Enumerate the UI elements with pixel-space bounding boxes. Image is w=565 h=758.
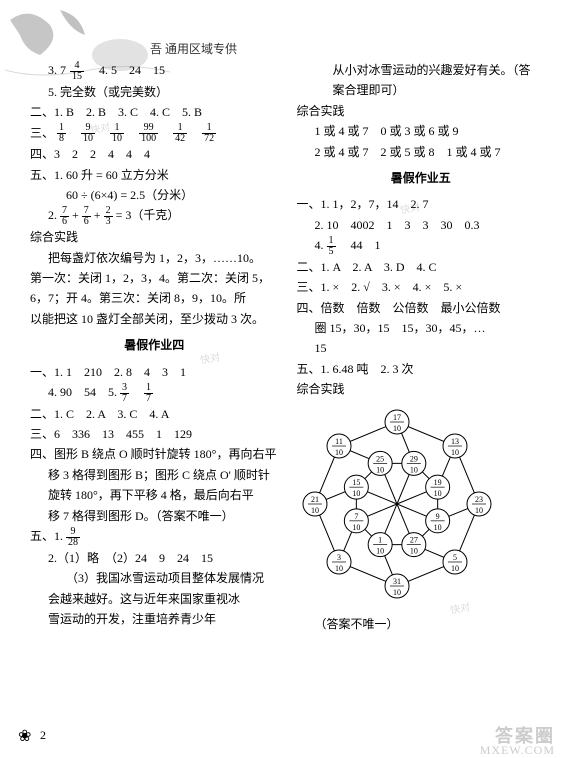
text-line: 从小对冰雪运动的兴趣爱好有关。（答: [297, 60, 546, 80]
text-line: 四、倍数 倍数 公倍数 最小公倍数: [297, 298, 546, 318]
section-title: 暑假作业四: [30, 335, 279, 355]
svg-text:25: 25: [376, 454, 384, 463]
svg-text:21: 21: [311, 495, 319, 504]
svg-text:27: 27: [409, 535, 417, 544]
text-line: 2.（1）略 （2）24 9 24 15: [30, 548, 279, 568]
footer-url: MXEW.COM: [480, 743, 555, 758]
text-line: 2 或 4 或 7 2 或 5 或 8 1 或 4 或 7: [297, 142, 546, 162]
text-line: 雪运动的开发，注重培养青少年: [30, 609, 279, 629]
text-line: 二、1. C 2. A 3. C 4. A: [30, 404, 279, 424]
diagram-note: （答案不唯一）: [297, 614, 546, 634]
text-line: 会越来越好。这与近年来国家重视冰: [30, 589, 279, 609]
text-line: 二、1. A 2. A 3. D 4. C: [297, 257, 546, 277]
text-line: 2. 10 4002 1 3 3 30 0.3: [297, 215, 546, 235]
svg-text:29: 29: [409, 454, 417, 463]
text-line: 第一次：关闭 1，2，3，4。第二次：关闭 5，: [30, 268, 279, 288]
svg-text:17: 17: [393, 413, 401, 422]
right-column: 从小对冰雪运动的兴趣爱好有关。（答 案合理即可） 综合实践 1 或 4 或 7 …: [297, 60, 546, 718]
text-line: 以能把这 10 盏灯全部关闭，至少拨动 3 次。: [30, 309, 279, 329]
text-line: 案合理即可）: [297, 80, 546, 100]
svg-text:11: 11: [335, 437, 343, 446]
text-line: 移 3 格得到图形 B；图形 C 绕点 O' 顺时针: [30, 465, 279, 485]
text-line: 三、6 336 13 455 1 129: [30, 424, 279, 444]
text-line: 四、图形 B 绕点 O 顺时针旋转 180°，再向右平: [30, 444, 279, 464]
content-columns: 3. 7 415 4. 5 24 15 5. 完全数（或完美数） 二、1. B …: [30, 60, 545, 718]
paw-icon: ❀: [18, 726, 31, 746]
section-label: 综合实践: [297, 379, 546, 399]
svg-text:10: 10: [335, 448, 343, 457]
text-line: 一、1. 1，2，7，14 2. 7: [297, 194, 546, 214]
text-line: 二、1. B 2. B 3. C 4. C 5. B: [30, 102, 279, 122]
text-line: 4. 15 44 1: [297, 235, 546, 257]
svg-text:19: 19: [433, 478, 441, 487]
text-line: 移 7 格得到图形 D。（答案不唯一）: [30, 506, 279, 526]
svg-text:10: 10: [376, 546, 384, 555]
left-column: 3. 7 415 4. 5 24 15 5. 完全数（或完美数） 二、1. B …: [30, 60, 279, 718]
svg-text:5: 5: [452, 553, 456, 562]
svg-text:7: 7: [354, 511, 358, 520]
svg-text:15: 15: [352, 478, 360, 487]
text-line: 60 ÷ (6×4) = 2.5（分米）: [30, 185, 279, 205]
svg-text:31: 31: [393, 577, 401, 586]
text-line: 五、1. 60 升 = 60 立方分米: [30, 165, 279, 185]
text-line: 把每盏灯依次编号为 1，2，3，……10。: [30, 248, 279, 268]
text-line: 1 或 4 或 7 0 或 3 或 6 或 9: [297, 121, 546, 141]
svg-text:10: 10: [409, 465, 417, 474]
svg-text:10: 10: [433, 522, 441, 531]
svg-text:10: 10: [450, 448, 458, 457]
octagon-diagram: 1710131023105103110310211011102910191091…: [297, 404, 497, 604]
text-line: 五、1. 6.48 吨 2. 3 次: [297, 359, 546, 379]
svg-text:10: 10: [376, 465, 384, 474]
text-line: 一、1. 1 210 2. 8 4 3 1: [30, 362, 279, 382]
svg-text:9: 9: [435, 511, 439, 520]
svg-text:10: 10: [433, 489, 441, 498]
text-line: 4. 90 54 5. 37 17: [30, 382, 279, 404]
svg-text:10: 10: [475, 506, 483, 515]
svg-text:10: 10: [335, 564, 343, 573]
svg-text:10: 10: [311, 506, 319, 515]
text-line: 三、1. × 2. √ 3. × 4. × 5. ×: [297, 277, 546, 297]
text-line: 五、1. 928: [30, 526, 279, 548]
page-number: 2: [40, 728, 46, 743]
section-label: 综合实践: [297, 101, 546, 121]
text-line: 2. 76 + 76 + 23 = 3（千克）: [30, 205, 279, 227]
section-label: 综合实践: [30, 227, 279, 247]
text-line: 15: [297, 338, 546, 358]
text-line: 四、3 2 2 4 4 4: [30, 144, 279, 164]
svg-text:10: 10: [409, 546, 417, 555]
header-region-tag: 吾 通用区域专供: [150, 40, 237, 57]
text-line: （3）我国冰雪运动项目整体发展情况: [30, 568, 279, 588]
svg-text:3: 3: [337, 553, 341, 562]
text-line: 5. 完全数（或完美数）: [30, 82, 279, 102]
svg-text:10: 10: [352, 522, 360, 531]
text-line: 三、 18 910 110 99100 142 172: [30, 123, 279, 145]
svg-text:1: 1: [378, 535, 382, 544]
svg-text:10: 10: [393, 588, 401, 597]
text-line: 6，7；开 4。第三次：关闭 8，9，10。所: [30, 288, 279, 308]
svg-text:13: 13: [450, 437, 458, 446]
svg-text:10: 10: [393, 424, 401, 433]
text-line: 旋转 180°，再下平移 4 格，最后向右平: [30, 485, 279, 505]
text-line: 3. 7 415 4. 5 24 15: [30, 60, 279, 82]
text-line: 圈 15，30，15 15，30，45，…: [297, 318, 546, 338]
svg-text:23: 23: [475, 495, 483, 504]
svg-text:10: 10: [352, 489, 360, 498]
section-title: 暑假作业五: [297, 168, 546, 188]
svg-text:10: 10: [450, 564, 458, 573]
